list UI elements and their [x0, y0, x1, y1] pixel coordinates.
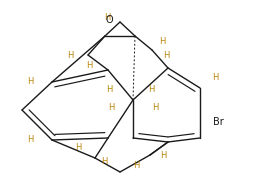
Text: H: H — [158, 38, 165, 47]
Text: H: H — [101, 158, 108, 167]
Text: H: H — [67, 50, 74, 59]
Text: H: H — [162, 50, 169, 59]
Text: H: H — [106, 86, 113, 95]
Text: H: H — [211, 73, 217, 82]
Text: H: H — [104, 13, 110, 22]
Text: H: H — [27, 135, 34, 144]
Text: H: H — [27, 77, 34, 86]
Text: H: H — [86, 61, 93, 70]
Text: H: H — [159, 151, 166, 160]
Text: O: O — [105, 15, 113, 25]
Text: Br: Br — [212, 117, 223, 127]
Text: H: H — [147, 86, 154, 95]
Text: H: H — [108, 103, 115, 112]
Text: H: H — [75, 144, 82, 153]
Text: H: H — [133, 160, 139, 169]
Text: H: H — [151, 103, 158, 112]
